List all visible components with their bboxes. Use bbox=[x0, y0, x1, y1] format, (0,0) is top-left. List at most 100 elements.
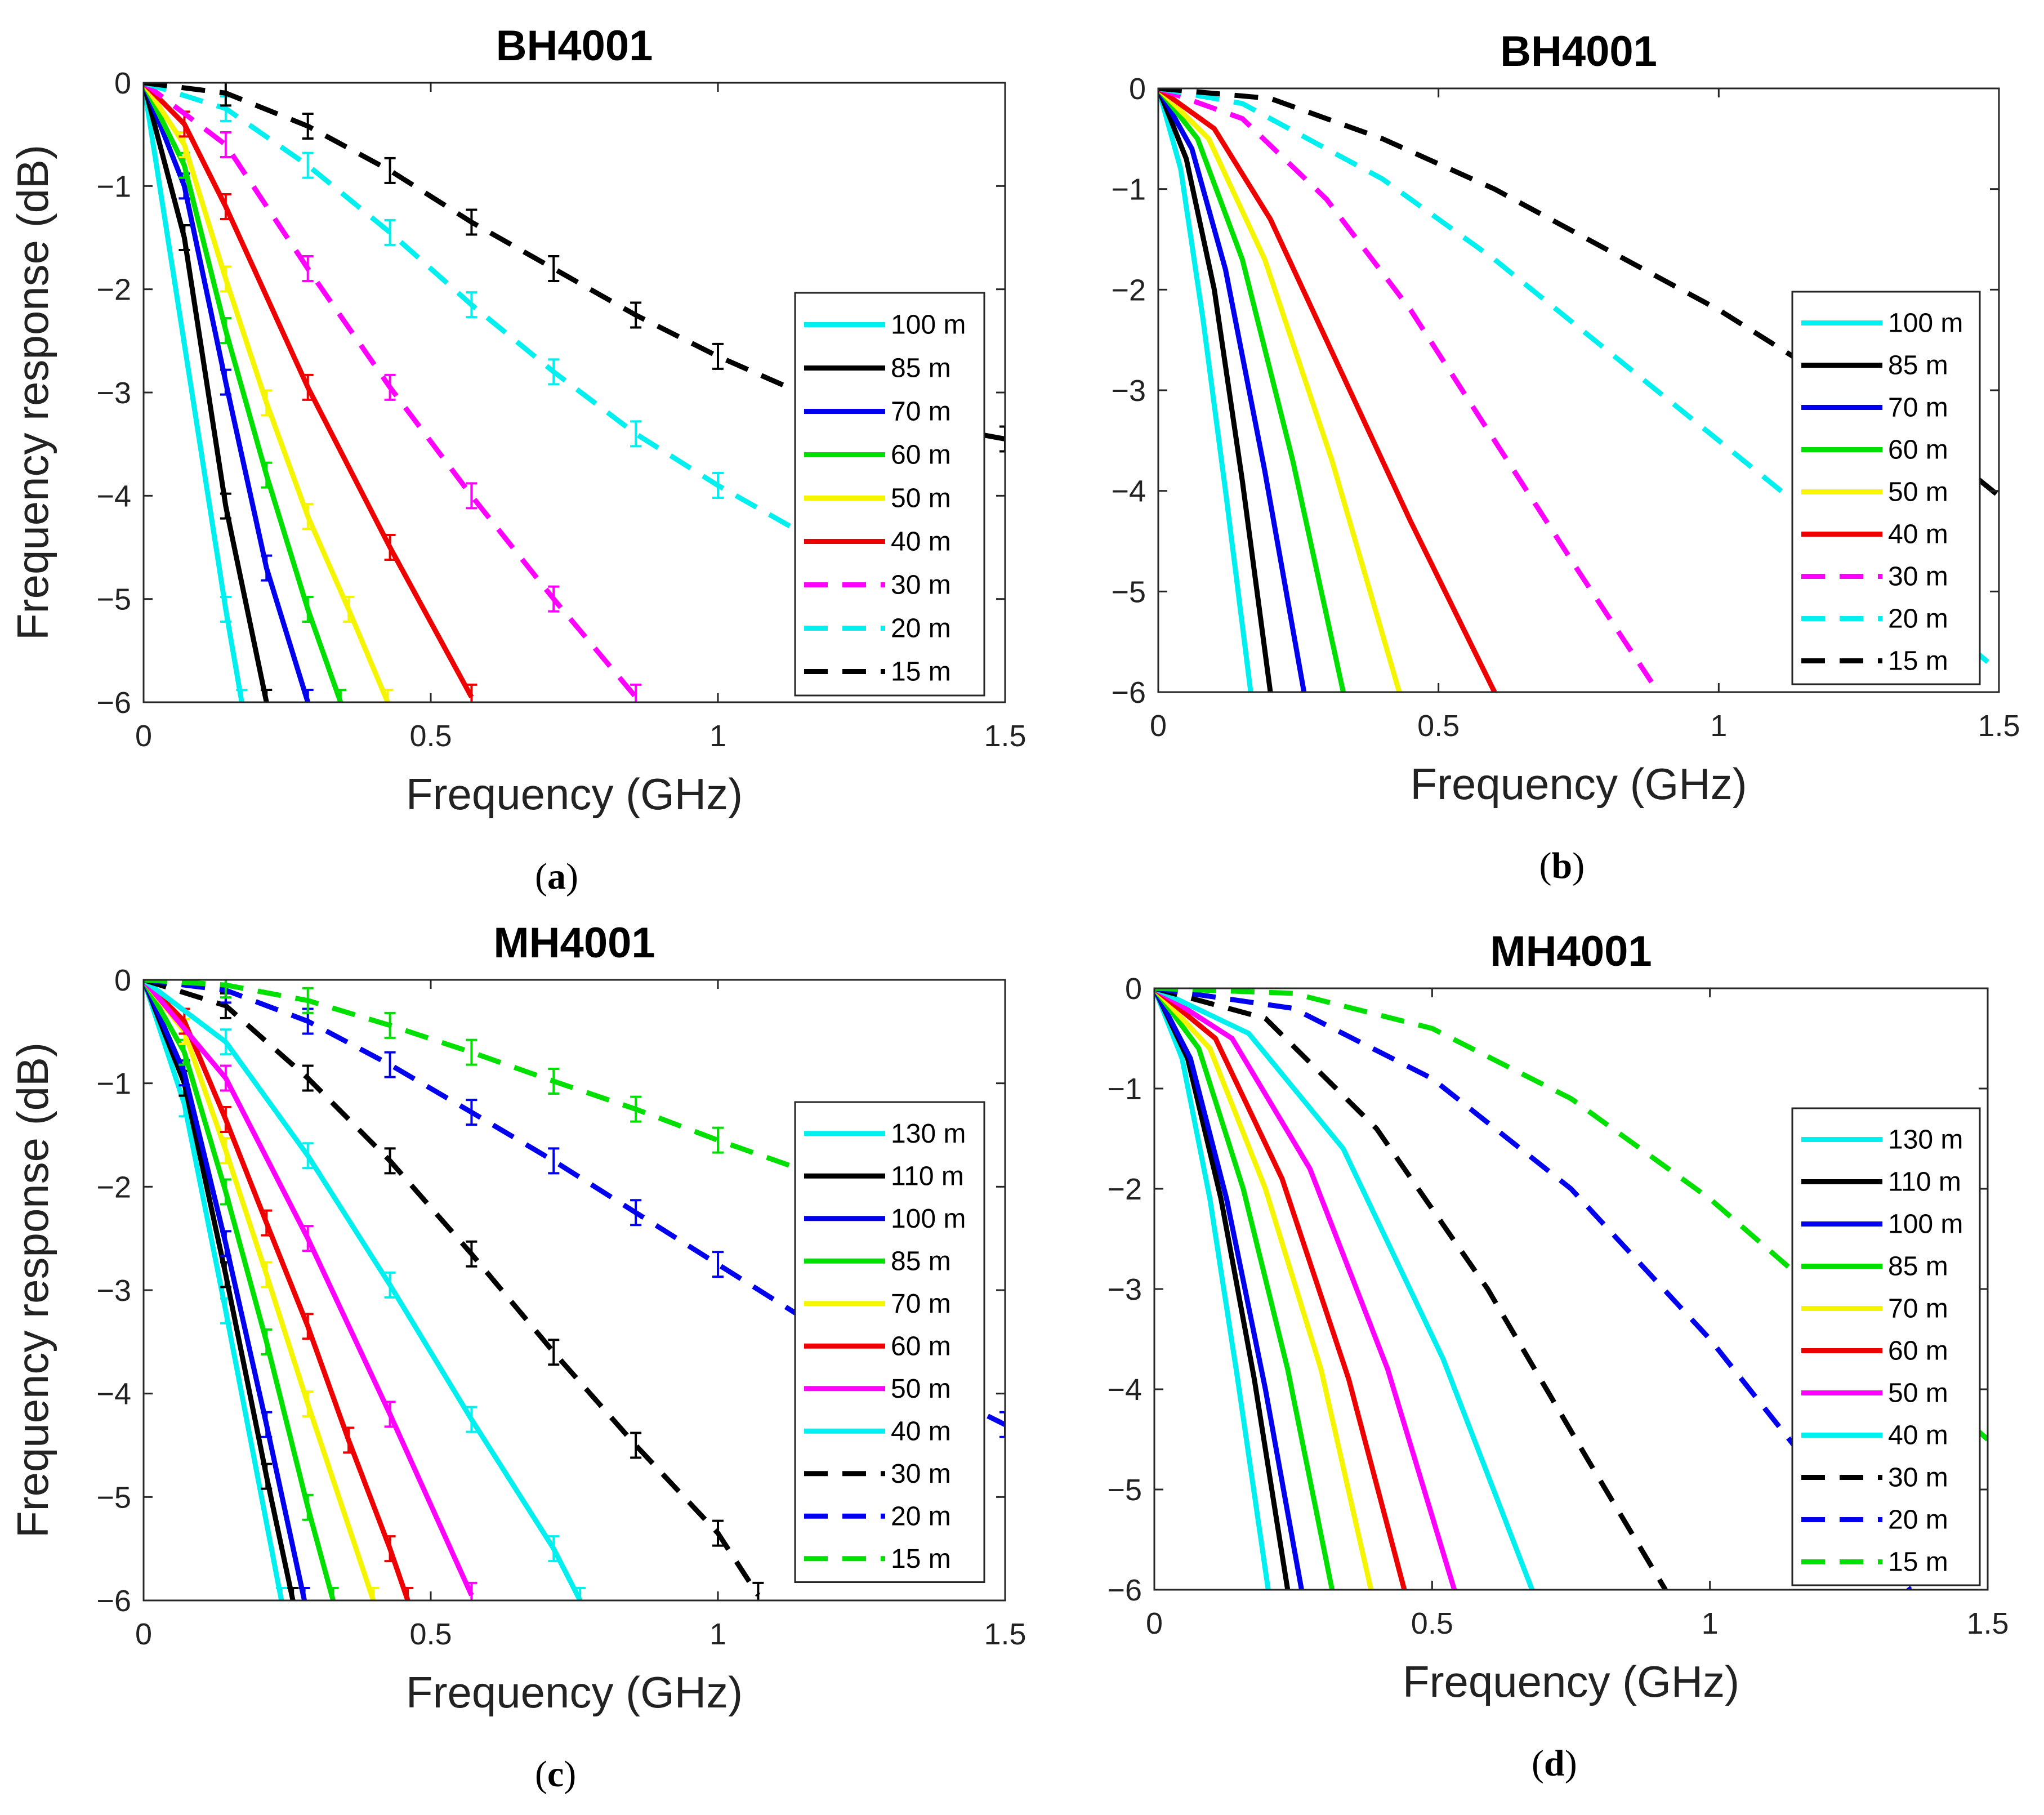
error-bar bbox=[334, 689, 346, 702]
series-line-130m bbox=[144, 980, 284, 1600]
legend-label: 15 m bbox=[891, 657, 951, 687]
legend-entry: 130 m bbox=[1801, 1125, 1963, 1155]
legend-label: 100 m bbox=[1888, 309, 1963, 338]
x-tick-label: 1 bbox=[709, 719, 726, 753]
legend-entry: 60 m bbox=[804, 1331, 951, 1361]
legend-label: 50 m bbox=[891, 484, 951, 514]
y-tick-label: −2 bbox=[1107, 1172, 1142, 1206]
y-tick-label: −6 bbox=[96, 686, 131, 720]
error-bar bbox=[302, 1493, 314, 1521]
series-line-30m bbox=[1154, 988, 1668, 1590]
legend-label: 20 m bbox=[891, 1501, 951, 1531]
y-tick-label: −3 bbox=[1107, 1273, 1142, 1306]
legend-label: 100 m bbox=[891, 310, 966, 340]
y-tick-label: −4 bbox=[1107, 1373, 1142, 1407]
series-line-85m bbox=[1158, 88, 1273, 692]
legend-entry: 50 m bbox=[1801, 478, 1948, 507]
error-bar bbox=[302, 255, 314, 282]
chart-panel-b: 0 0.5 1 1.5 0 −1 −2 −3 −4 −5 −6 BH4001 Frequency (GH… bbox=[1111, 28, 2020, 886]
legend-label: 20 m bbox=[891, 614, 951, 644]
error-bar bbox=[220, 193, 231, 220]
error-bar bbox=[261, 1328, 273, 1355]
legend-entry: 85 m bbox=[804, 1246, 951, 1276]
error-bar bbox=[261, 689, 273, 702]
legend-entry: 85 m bbox=[1801, 351, 1948, 381]
legend-box bbox=[794, 1101, 985, 1583]
series-line-70m bbox=[1154, 988, 1374, 1590]
legend-label: 40 m bbox=[891, 527, 951, 557]
y-tick-label: −1 bbox=[1107, 1072, 1142, 1106]
error-bar bbox=[261, 554, 273, 582]
error-bar bbox=[384, 1147, 396, 1175]
error-bar bbox=[287, 1587, 299, 1600]
y-tick-label: −6 bbox=[1111, 676, 1146, 710]
legend: 100 m 85 m 70 m 60 m 50 m 40 m 30 m 20 m 15 m bbox=[794, 292, 985, 697]
legend-label: 40 m bbox=[1888, 520, 1948, 550]
legend-entry: 85 m bbox=[1801, 1252, 1948, 1282]
error-bar bbox=[630, 1199, 642, 1227]
legend-label: 50 m bbox=[1888, 478, 1948, 507]
error-bar bbox=[302, 596, 314, 623]
legend-entry: 70 m bbox=[804, 1289, 951, 1319]
error-bar bbox=[302, 689, 314, 702]
error-bar bbox=[630, 420, 642, 448]
error-bar bbox=[261, 1462, 273, 1490]
y-tick-label: −1 bbox=[96, 1067, 131, 1101]
error-bar bbox=[261, 1209, 273, 1237]
x-axis-label: Frequency (GHz) bbox=[406, 1667, 743, 1717]
legend-label: 60 m bbox=[1888, 435, 1948, 465]
error-bar bbox=[302, 503, 314, 530]
legend-box bbox=[794, 292, 985, 697]
legend-entry: 130 m bbox=[804, 1119, 966, 1149]
legend-entry: 110 m bbox=[1801, 1167, 1961, 1197]
series-line-85m bbox=[144, 83, 269, 702]
error-bar bbox=[302, 1064, 314, 1092]
legend-entry: 50 m bbox=[1801, 1379, 1948, 1408]
error-bar bbox=[384, 1051, 396, 1078]
legend-label: 70 m bbox=[1888, 1294, 1948, 1324]
error-bar bbox=[752, 1581, 764, 1600]
x-tick-label: 0 bbox=[1146, 1607, 1163, 1640]
error-bar bbox=[302, 987, 314, 1014]
x-tick-label: 1.5 bbox=[1978, 709, 2020, 743]
x-tick-label: 0 bbox=[1150, 709, 1167, 743]
error-bar bbox=[548, 585, 560, 613]
legend-label: 30 m bbox=[1888, 1463, 1948, 1493]
legend-entry: 20 m bbox=[804, 1501, 951, 1531]
error-bar bbox=[220, 1105, 231, 1133]
error-bar bbox=[466, 1406, 477, 1433]
error-bar bbox=[220, 1028, 231, 1056]
error-bar bbox=[302, 1313, 314, 1340]
error-bar bbox=[402, 1587, 414, 1600]
error-bar bbox=[220, 1137, 231, 1165]
y-axis-label: Frequency response (dB) bbox=[8, 145, 57, 640]
error-bar bbox=[384, 1011, 396, 1039]
error-bar bbox=[630, 1095, 642, 1123]
error-bar bbox=[220, 1230, 231, 1257]
legend-entry: 15 m bbox=[1801, 646, 1948, 676]
series-line-40m bbox=[1154, 988, 1535, 1590]
error-bar bbox=[384, 1401, 396, 1428]
error-bar bbox=[999, 425, 1005, 453]
error-bar bbox=[302, 151, 314, 179]
legend: 100 m 85 m 70 m 60 m 50 m 40 m 30 m 20 m 15 m bbox=[1791, 291, 1981, 685]
error-bar bbox=[236, 689, 248, 702]
legend-entry: 50 m bbox=[804, 484, 951, 514]
series-line-30m bbox=[1158, 88, 1654, 684]
subfigure-label: (c) bbox=[535, 1754, 576, 1795]
series-line-50m bbox=[1154, 988, 1457, 1590]
error-bar bbox=[466, 208, 477, 236]
legend-entry: 100 m bbox=[804, 1204, 966, 1234]
x-tick-label: 0.5 bbox=[1417, 709, 1460, 743]
legend-label: 50 m bbox=[1888, 1379, 1948, 1408]
y-tick-label: −6 bbox=[96, 1584, 131, 1618]
error-bar bbox=[548, 255, 560, 282]
series-line-15m bbox=[1154, 988, 1988, 1442]
chart-panel-d: 0 0.5 1 1.5 0 −1 −2 −3 −4 −5 −6 MH4001 Frequency (GH… bbox=[1107, 927, 2009, 1784]
error-bar bbox=[261, 461, 273, 489]
legend-label: 30 m bbox=[891, 570, 951, 600]
error-bar bbox=[343, 1426, 355, 1454]
legend-entry: 20 m bbox=[804, 614, 951, 644]
legend-label: 110 m bbox=[1888, 1167, 1961, 1197]
error-bar bbox=[712, 1126, 724, 1154]
